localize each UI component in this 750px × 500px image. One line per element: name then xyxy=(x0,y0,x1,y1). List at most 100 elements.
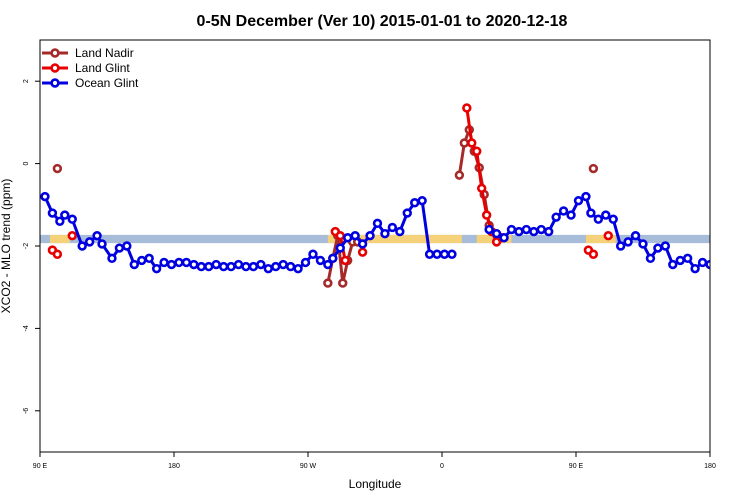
data-point-ocean-glint-1-20 xyxy=(630,231,641,241)
data-point-ocean-glint-0-32 xyxy=(278,259,288,270)
legend-marker-ocean-glint xyxy=(50,78,60,88)
data-point-ocean-glint-0-28 xyxy=(248,261,259,272)
series-land-glint xyxy=(47,103,613,266)
data-point-ocean-glint-1-17 xyxy=(608,214,618,224)
y-tick-label-1: 0 xyxy=(23,162,30,166)
y-tick-label-3: -4 xyxy=(23,325,30,331)
data-point-ocean-glint-1-4 xyxy=(514,226,524,237)
data-point-ocean-glint-0-6 xyxy=(84,237,95,247)
data-point-ocean-glint-1-3 xyxy=(506,224,517,235)
data-point-land-glint-2-1 xyxy=(335,231,345,241)
data-point-ocean-glint-1-8 xyxy=(544,226,554,237)
plot-frame xyxy=(39,39,711,453)
x-tick-label-4: 90 E xyxy=(569,463,584,470)
legend-label-land-glint: Land Glint xyxy=(75,61,130,75)
legend-marker-land-glint xyxy=(50,63,60,73)
data-point-ocean-glint-0-35 xyxy=(300,257,311,268)
data-point-ocean-glint-1-24 xyxy=(660,241,671,251)
y-tick-label-2: -2 xyxy=(23,243,30,249)
data-point-ocean-glint-0-15 xyxy=(151,263,162,274)
data-point-ocean-glint-0-3 xyxy=(60,210,70,220)
x-tick-label-3: 0 xyxy=(440,463,444,470)
data-point-land-nadir-1-3 xyxy=(338,278,348,288)
data-point-land-nadir-3-0 xyxy=(588,163,599,174)
data-point-land-glint-4-4 xyxy=(481,210,492,220)
plot-area xyxy=(40,103,710,288)
data-point-ocean-glint-0-0 xyxy=(40,191,50,202)
data-point-ocean-glint-0-47 xyxy=(387,222,398,233)
y-tick-label-0: 2 xyxy=(23,79,30,83)
data-point-land-glint-4-1 xyxy=(467,138,477,148)
data-point-ocean-glint-0-8 xyxy=(97,239,107,249)
data-point-ocean-glint-0-54 xyxy=(439,249,450,259)
data-point-ocean-glint-1-0 xyxy=(484,224,494,235)
data-point-ocean-glint-0-10 xyxy=(114,243,125,253)
data-point-ocean-glint-1-12 xyxy=(573,195,584,206)
data-point-land-glint-2-2 xyxy=(340,255,350,266)
data-point-ocean-glint-0-5 xyxy=(77,241,87,251)
data-point-ocean-glint-0-34 xyxy=(293,263,303,274)
data-point-ocean-glint-0-48 xyxy=(395,226,405,237)
data-point-ocean-glint-0-30 xyxy=(263,263,273,274)
data-point-land-glint-5-1 xyxy=(588,249,599,259)
data-point-ocean-glint-1-9 xyxy=(551,212,561,222)
data-point-ocean-glint-0-9 xyxy=(107,253,117,264)
data-point-land-nadir-0-0 xyxy=(52,163,63,174)
data-point-ocean-glint-1-22 xyxy=(645,253,656,264)
reference-band-2 xyxy=(327,234,462,244)
data-point-ocean-glint-1-26 xyxy=(675,255,685,266)
legend-label-land-nadir: Land Nadir xyxy=(75,46,134,60)
data-point-ocean-glint-1-2 xyxy=(499,233,509,243)
data-point-ocean-glint-0-44 xyxy=(365,231,375,241)
data-point-ocean-glint-0-45 xyxy=(372,218,383,229)
data-point-ocean-glint-0-17 xyxy=(166,259,177,270)
data-point-land-nadir-1-0 xyxy=(323,278,333,288)
y-tick-label-4: -6 xyxy=(23,408,30,414)
data-point-ocean-glint-0-55 xyxy=(447,249,457,259)
x-tick-label-1: 180 xyxy=(168,463,180,470)
data-point-ocean-glint-1-16 xyxy=(601,210,611,220)
series-line-ocean-glint-0 xyxy=(43,195,452,271)
data-point-ocean-glint-1-10 xyxy=(558,206,569,216)
data-point-ocean-glint-0-31 xyxy=(271,261,281,272)
y-axis: 2 0 -2 -4 -6 xyxy=(23,79,40,414)
data-point-ocean-glint-1-28 xyxy=(690,263,700,274)
data-point-ocean-glint-0-23 xyxy=(211,259,221,270)
data-point-ocean-glint-0-46 xyxy=(380,228,390,239)
x-tick-label-0: 90 E xyxy=(33,463,48,470)
data-point-ocean-glint-1-15 xyxy=(593,214,604,224)
data-point-ocean-glint-0-24 xyxy=(218,261,229,272)
data-point-land-glint-4-0 xyxy=(462,103,472,113)
data-point-ocean-glint-0-36 xyxy=(308,249,318,259)
reference-band-1 xyxy=(49,234,70,244)
data-point-ocean-glint-0-22 xyxy=(204,261,214,272)
data-point-ocean-glint-1-29 xyxy=(697,257,708,268)
data-point-ocean-glint-0-14 xyxy=(144,253,154,264)
y-axis-label: XCO2 - MLO trend (ppm) xyxy=(0,179,13,314)
data-point-ocean-glint-0-29 xyxy=(256,259,266,270)
data-point-ocean-glint-1-23 xyxy=(653,243,663,253)
data-point-land-nadir-2-1 xyxy=(459,138,470,148)
data-point-ocean-glint-1-19 xyxy=(623,237,633,247)
x-axis: 90 E 180 90 W 0 90 E 180 xyxy=(33,452,716,470)
x-tick-label-5: 180 xyxy=(704,463,716,470)
data-point-land-glint-4-2 xyxy=(472,146,482,156)
data-point-ocean-glint-1-11 xyxy=(566,210,576,220)
x-axis-label: Longitude xyxy=(349,477,402,491)
data-point-ocean-glint-0-1 xyxy=(47,208,58,218)
data-point-ocean-glint-0-20 xyxy=(189,259,199,270)
data-point-land-glint-6-0 xyxy=(603,231,613,241)
data-point-ocean-glint-0-37 xyxy=(315,255,326,266)
data-point-ocean-glint-0-7 xyxy=(92,231,102,241)
data-point-ocean-glint-0-53 xyxy=(432,249,442,259)
data-point-land-glint-4-3 xyxy=(477,183,487,194)
chart-title: 0-5N December (Ver 10) 2015-01-01 to 202… xyxy=(197,13,568,30)
series-group xyxy=(40,103,710,288)
data-point-ocean-glint-0-40 xyxy=(335,243,345,253)
data-point-ocean-glint-0-33 xyxy=(285,261,296,272)
data-point-ocean-glint-1-27 xyxy=(682,253,693,264)
data-point-ocean-glint-0-19 xyxy=(181,257,192,268)
data-point-land-glint-1-0 xyxy=(67,231,77,241)
